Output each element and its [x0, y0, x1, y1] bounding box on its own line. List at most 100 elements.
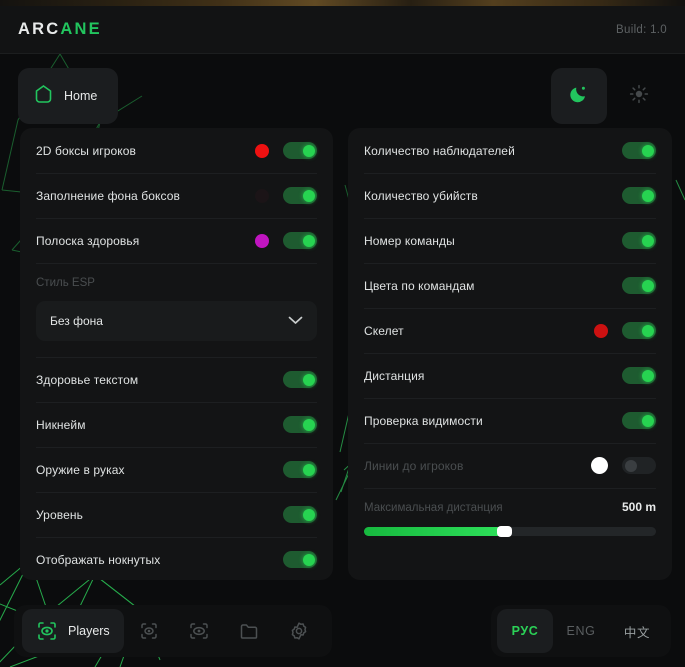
eye-crosshair-wide-icon [188, 620, 210, 642]
setting-row[interactable]: Оружие в руках [20, 447, 333, 492]
color-swatch[interactable] [255, 143, 269, 158]
setting-row[interactable]: 2D боксы игроков [20, 128, 333, 173]
setting-label: Линии до игроков [364, 458, 464, 473]
nav-item-folder[interactable] [224, 609, 274, 653]
language-option-en[interactable]: ENG [566, 624, 596, 638]
setting-label: Номер команды [364, 233, 455, 248]
app-logo: ARCANE [18, 20, 102, 39]
toggle-switch[interactable] [283, 232, 317, 249]
setting-row[interactable]: Скелет [348, 308, 672, 353]
setting-label: Дистанция [364, 368, 425, 383]
eye-crosshair-small-icon [138, 620, 160, 642]
setting-label: Заполнение фона боксов [36, 188, 180, 203]
setting-label: Оружие в руках [36, 462, 125, 477]
setting-controls [255, 142, 317, 159]
pentagon-outline-icon [34, 84, 53, 109]
setting-row[interactable]: Отображать нокнутых [20, 537, 333, 580]
toggle-knob [641, 414, 654, 427]
esp-style-caption: Стиль ESP [36, 277, 95, 289]
setting-row[interactable]: Количество убийств [348, 173, 672, 218]
slider-fill [364, 527, 505, 536]
toggle-switch[interactable] [622, 322, 656, 339]
setting-label: Скелет [364, 323, 404, 338]
max-distance-block: Максимальная дистанция 500 m [348, 488, 672, 552]
app-header: ARCANE Build: 1.0 [0, 6, 685, 54]
esp-style-value: Без фона [50, 314, 103, 328]
setting-label: Никнейм [36, 417, 86, 432]
toggle-knob [302, 418, 315, 431]
toggle-switch[interactable] [283, 416, 317, 433]
language-option-zh[interactable]: 中文 [623, 625, 651, 640]
toggle-switch[interactable] [283, 187, 317, 204]
toggle-switch[interactable] [622, 367, 656, 384]
setting-controls [594, 322, 656, 339]
setting-row[interactable]: Цвета по командам [348, 263, 672, 308]
toggle-knob [641, 324, 654, 337]
esp-style-select[interactable]: Без фона [36, 301, 317, 341]
setting-label: Полоска здоровья [36, 233, 140, 248]
nav-item-settings[interactable] [274, 609, 324, 653]
color-swatch[interactable] [255, 233, 269, 248]
logo-accent: ANE [60, 20, 102, 38]
toggle-knob [641, 189, 654, 202]
color-swatch[interactable] [594, 323, 608, 338]
toggle-switch[interactable] [622, 457, 656, 474]
setting-controls [255, 232, 317, 249]
toggle-switch[interactable] [283, 506, 317, 523]
setting-row[interactable]: Уровень [20, 492, 333, 537]
setting-row[interactable]: Заполнение фона боксов [20, 173, 333, 218]
language-bar: РУС ENG 中文 [491, 605, 671, 657]
setting-row[interactable]: Проверка видимости [348, 398, 672, 443]
setting-label: Уровень [36, 507, 83, 522]
toggle-switch[interactable] [622, 187, 656, 204]
panel-right: Количество наблюдателей Количество убийс… [348, 128, 672, 580]
setting-row[interactable]: Полоска здоровья [20, 218, 333, 263]
nav-item-2[interactable] [124, 609, 174, 653]
toggle-switch[interactable] [283, 461, 317, 478]
setting-row[interactable]: Количество наблюдателей [348, 128, 672, 173]
setting-row[interactable]: Номер команды [348, 218, 672, 263]
chevron-down-icon [288, 312, 303, 330]
slider-thumb[interactable] [497, 526, 513, 537]
toggle-switch[interactable] [283, 371, 317, 388]
max-distance-slider[interactable] [364, 526, 656, 537]
setting-label: Цвета по командам [364, 278, 475, 293]
toggle-switch[interactable] [283, 551, 317, 568]
nav-item-players[interactable]: Players [22, 609, 124, 653]
nav-item-3[interactable] [174, 609, 224, 653]
bottom-nav: Players [14, 605, 332, 657]
toggle-knob [302, 234, 315, 247]
toggle-knob [302, 189, 315, 202]
toggle-knob [302, 553, 315, 566]
setting-row[interactable]: Здоровье текстом [20, 357, 333, 402]
setting-label: Здоровье текстом [36, 372, 139, 387]
setting-row[interactable]: Никнейм [20, 402, 333, 447]
max-distance-caption: Максимальная дистанция [364, 502, 503, 514]
color-swatch[interactable] [255, 188, 269, 203]
toggle-switch[interactable] [622, 412, 656, 429]
top-row: Home [0, 68, 685, 124]
toggle-knob [641, 144, 654, 157]
theme-dark-button[interactable] [551, 68, 607, 124]
setting-row[interactable]: Линии до игроков [348, 443, 672, 488]
moon-icon [568, 83, 590, 110]
setting-label: Отображать нокнутых [36, 552, 161, 567]
toggle-switch[interactable] [622, 277, 656, 294]
nav-item-players-label: Players [68, 624, 110, 638]
theme-light-button[interactable] [611, 68, 667, 124]
toggle-switch[interactable] [622, 232, 656, 249]
logo-prefix: ARC [18, 20, 61, 38]
setting-label: Проверка видимости [364, 413, 483, 428]
esp-style-block: Стиль ESP Без фона [20, 263, 333, 357]
color-swatch[interactable] [591, 457, 608, 474]
setting-row[interactable]: Дистанция [348, 353, 672, 398]
tab-home[interactable]: Home [18, 68, 118, 124]
panel-left: 2D боксы игроков Заполнение фона боксов … [20, 128, 333, 580]
setting-controls [591, 457, 656, 474]
toggle-switch[interactable] [622, 142, 656, 159]
setting-label: Количество убийств [364, 188, 478, 203]
toggle-switch[interactable] [283, 142, 317, 159]
setting-label: Количество наблюдателей [364, 143, 515, 158]
language-option-ru[interactable]: РУС [497, 609, 553, 653]
